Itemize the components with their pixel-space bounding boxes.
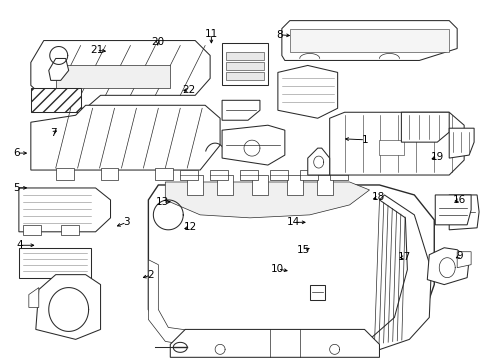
Text: 8: 8: [276, 30, 282, 40]
Polygon shape: [448, 128, 473, 158]
Text: 2: 2: [147, 270, 154, 280]
Polygon shape: [36, 275, 101, 339]
Polygon shape: [225, 62, 264, 71]
Polygon shape: [148, 185, 433, 354]
Polygon shape: [299, 170, 317, 180]
Polygon shape: [56, 168, 74, 180]
Text: 13: 13: [156, 197, 169, 207]
Polygon shape: [101, 168, 118, 180]
Polygon shape: [29, 288, 39, 307]
Polygon shape: [369, 195, 430, 351]
Polygon shape: [329, 112, 463, 175]
Polygon shape: [309, 285, 324, 300]
Polygon shape: [19, 248, 90, 278]
Polygon shape: [61, 225, 79, 235]
Polygon shape: [187, 175, 203, 195]
Polygon shape: [289, 28, 448, 53]
Polygon shape: [31, 88, 81, 112]
Text: 14: 14: [286, 217, 299, 227]
Text: 12: 12: [183, 222, 196, 232]
Polygon shape: [31, 105, 220, 170]
Text: 18: 18: [371, 192, 384, 202]
Polygon shape: [225, 72, 264, 80]
Text: 15: 15: [297, 245, 310, 255]
Polygon shape: [200, 334, 289, 354]
Polygon shape: [148, 260, 240, 354]
Polygon shape: [277, 66, 337, 118]
Polygon shape: [456, 252, 470, 268]
Polygon shape: [281, 21, 456, 60]
Text: 20: 20: [151, 37, 164, 47]
Text: 7: 7: [50, 128, 57, 138]
Text: 4: 4: [16, 240, 23, 250]
Polygon shape: [170, 329, 379, 357]
Polygon shape: [56, 66, 170, 88]
Polygon shape: [210, 170, 227, 180]
Polygon shape: [222, 125, 285, 165]
Polygon shape: [19, 188, 110, 232]
Text: 17: 17: [397, 252, 410, 262]
Polygon shape: [31, 41, 210, 108]
Polygon shape: [434, 195, 470, 225]
Polygon shape: [180, 170, 198, 180]
Text: 9: 9: [456, 251, 462, 261]
Polygon shape: [23, 225, 41, 235]
Polygon shape: [165, 182, 369, 218]
Text: 19: 19: [430, 152, 443, 162]
Polygon shape: [269, 170, 287, 180]
Text: 22: 22: [182, 85, 195, 95]
Text: 10: 10: [270, 264, 284, 274]
Polygon shape: [379, 140, 404, 155]
Polygon shape: [427, 248, 468, 285]
Polygon shape: [49, 58, 68, 80]
Text: 21: 21: [90, 45, 103, 55]
Polygon shape: [217, 175, 233, 195]
Polygon shape: [225, 53, 264, 60]
Polygon shape: [251, 175, 267, 195]
Polygon shape: [222, 100, 260, 120]
Polygon shape: [286, 175, 302, 195]
Polygon shape: [222, 42, 267, 85]
Polygon shape: [240, 170, 258, 180]
Text: 3: 3: [123, 217, 130, 227]
Text: 5: 5: [13, 183, 20, 193]
Text: 11: 11: [204, 29, 218, 39]
Polygon shape: [448, 195, 478, 230]
Text: 1: 1: [361, 135, 368, 145]
Polygon shape: [329, 170, 347, 180]
Polygon shape: [401, 112, 448, 142]
Text: 6: 6: [13, 148, 20, 158]
Polygon shape: [155, 168, 173, 180]
Text: 16: 16: [452, 195, 466, 205]
Polygon shape: [307, 148, 329, 175]
Polygon shape: [316, 175, 332, 195]
